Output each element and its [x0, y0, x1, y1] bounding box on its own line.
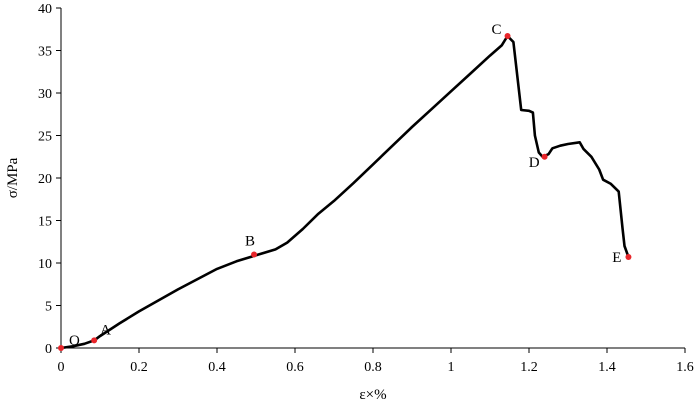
y-ticks: 0 5 10 15 20 25 30 35 40: [38, 2, 61, 357]
x-tick-label: 1.6: [676, 360, 694, 375]
stress-strain-curve: [59, 34, 630, 350]
marked-points-layer: O A B C D E: [58, 22, 632, 351]
y-axis-title: σ/MPa: [5, 157, 21, 198]
point-label-a: A: [100, 322, 111, 338]
marked-point-e: [625, 254, 632, 261]
marked-point-c: [504, 33, 511, 40]
marked-point-a: [91, 337, 98, 344]
x-tick-label: 0: [58, 360, 65, 375]
y-tick-label: 40: [38, 2, 52, 17]
marked-point-o: [58, 345, 64, 351]
series-layer: [59, 34, 630, 350]
y-tick-label: 10: [38, 257, 52, 272]
y-tick-label: 0: [45, 342, 52, 357]
marked-point-b: [251, 251, 258, 258]
plot-area: 0 5 10 15 20 25 30 35 40 0 0.2 0.4 0.6 0.8 1 1.2 1.4 1.6…: [38, 2, 694, 375]
point-label-o: O: [69, 333, 80, 349]
x-ticks: 0 0.2 0.4 0.6 0.8 1 1.2 1.4 1.6: [58, 348, 694, 375]
x-tick-label: 1.2: [520, 360, 538, 375]
point-label-d: D: [529, 155, 540, 171]
x-tick-label: 0.6: [286, 360, 304, 375]
y-tick-label: 30: [38, 87, 52, 102]
x-tick-label: 0.2: [130, 360, 148, 375]
x-tick-label: 0.4: [208, 360, 226, 375]
point-label-b: B: [245, 234, 255, 250]
x-axis-title: ε×%: [359, 387, 386, 403]
point-label-e: E: [612, 250, 621, 266]
y-tick-label: 15: [38, 215, 52, 230]
point-label-c: C: [492, 22, 502, 38]
y-tick-label: 20: [38, 172, 52, 187]
y-tick-label: 35: [38, 45, 52, 60]
y-tick-label: 25: [38, 130, 52, 145]
x-tick-label: 1: [448, 360, 455, 375]
y-tick-label: 5: [45, 300, 52, 315]
marked-point-d: [541, 153, 548, 160]
x-tick-label: 1.4: [598, 360, 616, 375]
x-tick-label: 0.8: [364, 360, 382, 375]
